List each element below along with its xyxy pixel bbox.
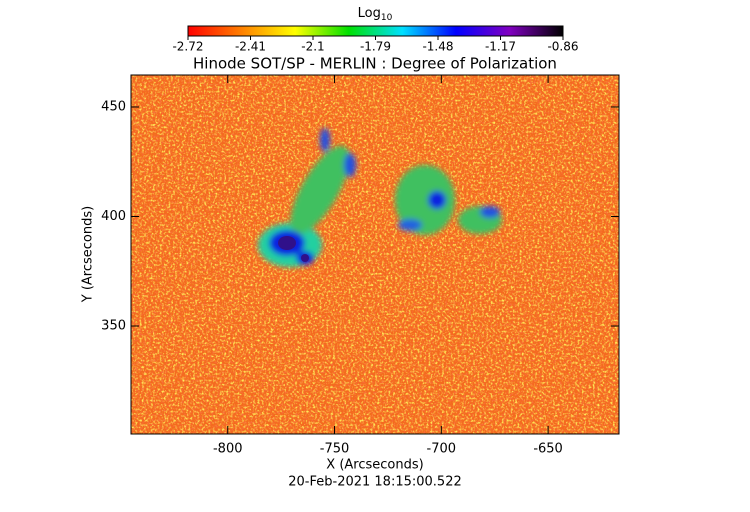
y-tick-label: 450: [101, 99, 126, 114]
y-tick-label: 400: [101, 209, 126, 224]
heatmap-image: [131, 75, 619, 434]
y-axis-label: Y (Arcseconds): [81, 206, 96, 303]
x-tick-label: -650: [533, 442, 563, 457]
footer: 20-Feb-2021 18:15:00.522: [288, 475, 462, 490]
colorbar-tick-label: -1.48: [422, 40, 453, 54]
colorbar-tick-label: -1.79: [360, 40, 391, 54]
colorbar-tick-label: -2.72: [172, 40, 203, 54]
x-tick-label: -700: [427, 442, 457, 457]
x-axis-label: X (Arcseconds): [326, 458, 423, 473]
colorbar-tick-label: -1.17: [485, 40, 516, 54]
x-tick-label: -750: [320, 442, 350, 457]
x-tick-label: -800: [213, 442, 243, 457]
plot-frame: [130, 74, 620, 435]
colorbar-label-text: Log: [358, 6, 381, 21]
colorbar-tick-label: -0.86: [547, 40, 578, 54]
chart-title: Hinode SOT/SP - MERLIN : Degree of Polar…: [193, 55, 557, 73]
colorbar: [187, 25, 564, 37]
colorbar-tick-label: -2.1: [301, 40, 324, 54]
colorbar-label-subscript: 10: [381, 13, 393, 23]
colorbar-label: Log10: [358, 6, 393, 23]
colorbar-tick-label: -2.41: [235, 40, 266, 54]
y-tick-label: 350: [101, 319, 126, 334]
